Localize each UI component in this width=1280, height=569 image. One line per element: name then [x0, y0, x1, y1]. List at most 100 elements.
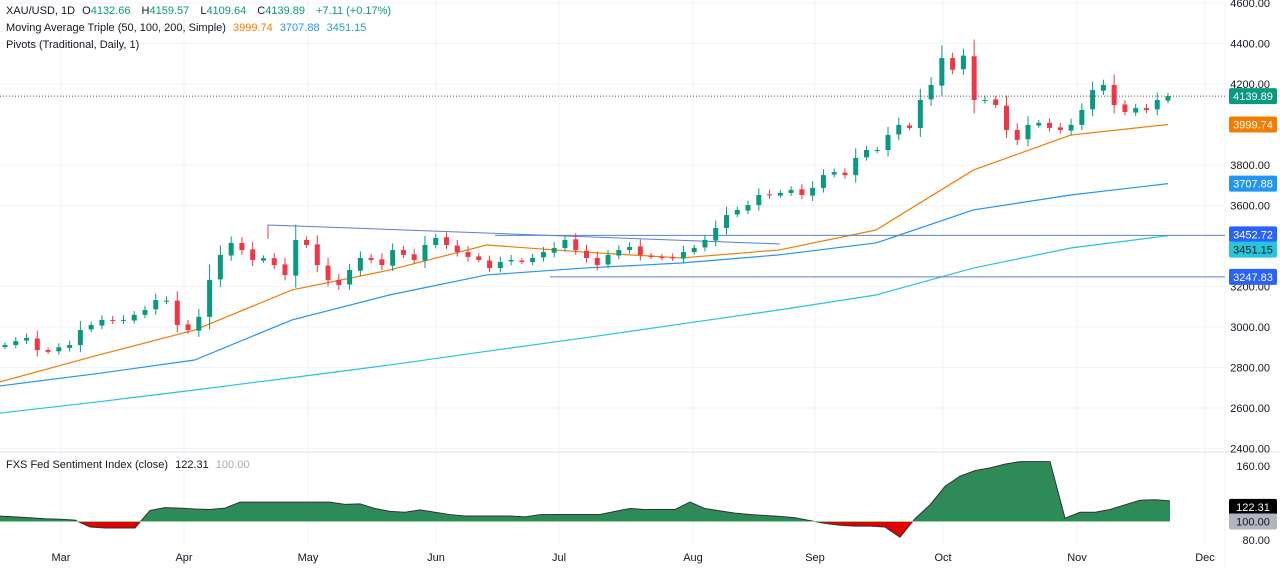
candle-down	[185, 324, 191, 331]
last-price-tag-bg	[1229, 88, 1277, 105]
candle-up	[874, 150, 880, 152]
low-label: L	[200, 5, 207, 17]
sentiment-title: FXS Fed Sentiment Index (close)	[6, 459, 169, 471]
candle-down	[465, 252, 471, 257]
symbol-legend: XAU/USD, 1D O4132.66 H4159.57 L4109.64 C…	[6, 5, 395, 17]
candle-down	[637, 246, 643, 255]
ma100-line	[0, 183, 1169, 387]
candle-up	[1100, 85, 1106, 91]
candle-up	[77, 330, 83, 346]
sentiment-area-negative	[0, 521, 1170, 538]
candle-up	[56, 347, 62, 352]
candle-up	[777, 192, 783, 196]
ma-legend[interactable]: Moving Average Triple (50, 100, 200, Sim…	[6, 22, 370, 34]
candle-down	[454, 245, 460, 253]
candle-down	[411, 254, 417, 260]
candle-up	[853, 157, 859, 176]
low-value: 4109.64	[206, 5, 247, 17]
candle-down	[767, 194, 773, 196]
ma200-line	[0, 235, 1169, 414]
sentiment-base: 100.00	[215, 459, 250, 471]
candle-down	[325, 265, 331, 281]
candle-up	[605, 254, 611, 265]
time-axis-tick: Aug	[683, 552, 703, 564]
candle-up	[788, 189, 794, 193]
candle-down	[1014, 129, 1020, 140]
ma50-tag-bg	[1229, 116, 1277, 133]
ma100-value: 3707.88	[279, 22, 320, 34]
time-axis-tick: Apr	[175, 552, 192, 564]
candle-down	[250, 249, 256, 260]
candle-down	[1047, 122, 1053, 128]
pivots-legend[interactable]: Pivots (Traditional, Daily, 1)	[6, 39, 143, 51]
candle-up	[616, 250, 622, 256]
candle-down	[174, 300, 180, 325]
candle-down	[379, 259, 385, 266]
ma200-value: 3451.15	[326, 22, 367, 34]
price-axis-tick: 4400.00	[1230, 39, 1270, 51]
candle-up	[1025, 124, 1031, 140]
candle-down	[842, 172, 848, 176]
candle-up	[13, 341, 19, 346]
candle-up	[680, 252, 686, 259]
candle-down	[45, 350, 51, 352]
candle-up	[217, 254, 223, 280]
candle-up	[917, 99, 923, 128]
candle-up	[1165, 96, 1171, 101]
candle-down	[400, 250, 406, 255]
candle-down	[368, 257, 374, 260]
sentiment-axis-tick: 80.00	[1242, 535, 1270, 547]
pivot-tag: 3247.83	[1233, 272, 1273, 284]
ma50-value: 3999.74	[232, 22, 273, 34]
candle-down	[907, 125, 913, 128]
candle-down	[594, 257, 600, 266]
candle-up	[422, 244, 428, 261]
candle-up	[357, 257, 363, 271]
candle-up	[1154, 99, 1160, 110]
candle-up	[260, 258, 266, 261]
pivot-tag-bg	[1229, 268, 1277, 285]
pivot-tag: 3452.72	[1233, 229, 1273, 241]
price-axis-tick: 3600.00	[1230, 201, 1270, 213]
candle-down	[34, 338, 40, 351]
time-axis-tick: Sep	[805, 552, 825, 564]
candle-up	[347, 270, 353, 285]
candle-down	[573, 239, 579, 251]
candle-up	[960, 55, 966, 70]
ma-title: Moving Average Triple (50, 100, 200, Sim…	[6, 22, 226, 34]
candle-down	[239, 242, 245, 251]
price-axis-tick: 4200.00	[1230, 79, 1270, 91]
ma100-tag: 3707.88	[1233, 179, 1273, 191]
candle-down	[304, 239, 310, 245]
open-value: 4132.66	[90, 5, 131, 17]
price-axis-tick: 2400.00	[1230, 444, 1270, 456]
candle-up	[120, 319, 126, 321]
candle-down	[314, 244, 320, 266]
candle-down	[950, 58, 956, 70]
sentiment-line	[0, 461, 1171, 538]
candle-up	[131, 314, 137, 321]
time-axis-tick: Mar	[52, 552, 71, 564]
candle-up	[88, 324, 94, 330]
trendline	[267, 224, 781, 245]
sentiment-baseline-tag: 100.00	[1236, 517, 1270, 529]
sentiment-last-tag-bg	[1229, 498, 1277, 515]
candle-up	[99, 319, 105, 326]
high-label: H	[141, 5, 150, 17]
candle-down	[971, 56, 977, 100]
time-axis-tick: Nov	[1067, 552, 1087, 564]
sentiment-area-positive	[0, 461, 1170, 522]
candle-up	[713, 227, 719, 241]
candle-up	[293, 239, 299, 276]
candle-up	[1090, 90, 1096, 110]
sentiment-legend[interactable]: FXS Fed Sentiment Index (close) 122.31 1…	[6, 459, 253, 471]
last-price-tag: 4139.89	[1233, 91, 1273, 103]
candle-up	[1079, 109, 1085, 125]
time-axis-tick: Dec	[1195, 552, 1215, 564]
candle-down	[336, 280, 342, 286]
ma200-tag-bg	[1229, 241, 1277, 258]
candle-down	[1057, 127, 1063, 130]
ohlc-high: H4159.57	[142, 5, 194, 17]
candle-up	[153, 300, 159, 310]
